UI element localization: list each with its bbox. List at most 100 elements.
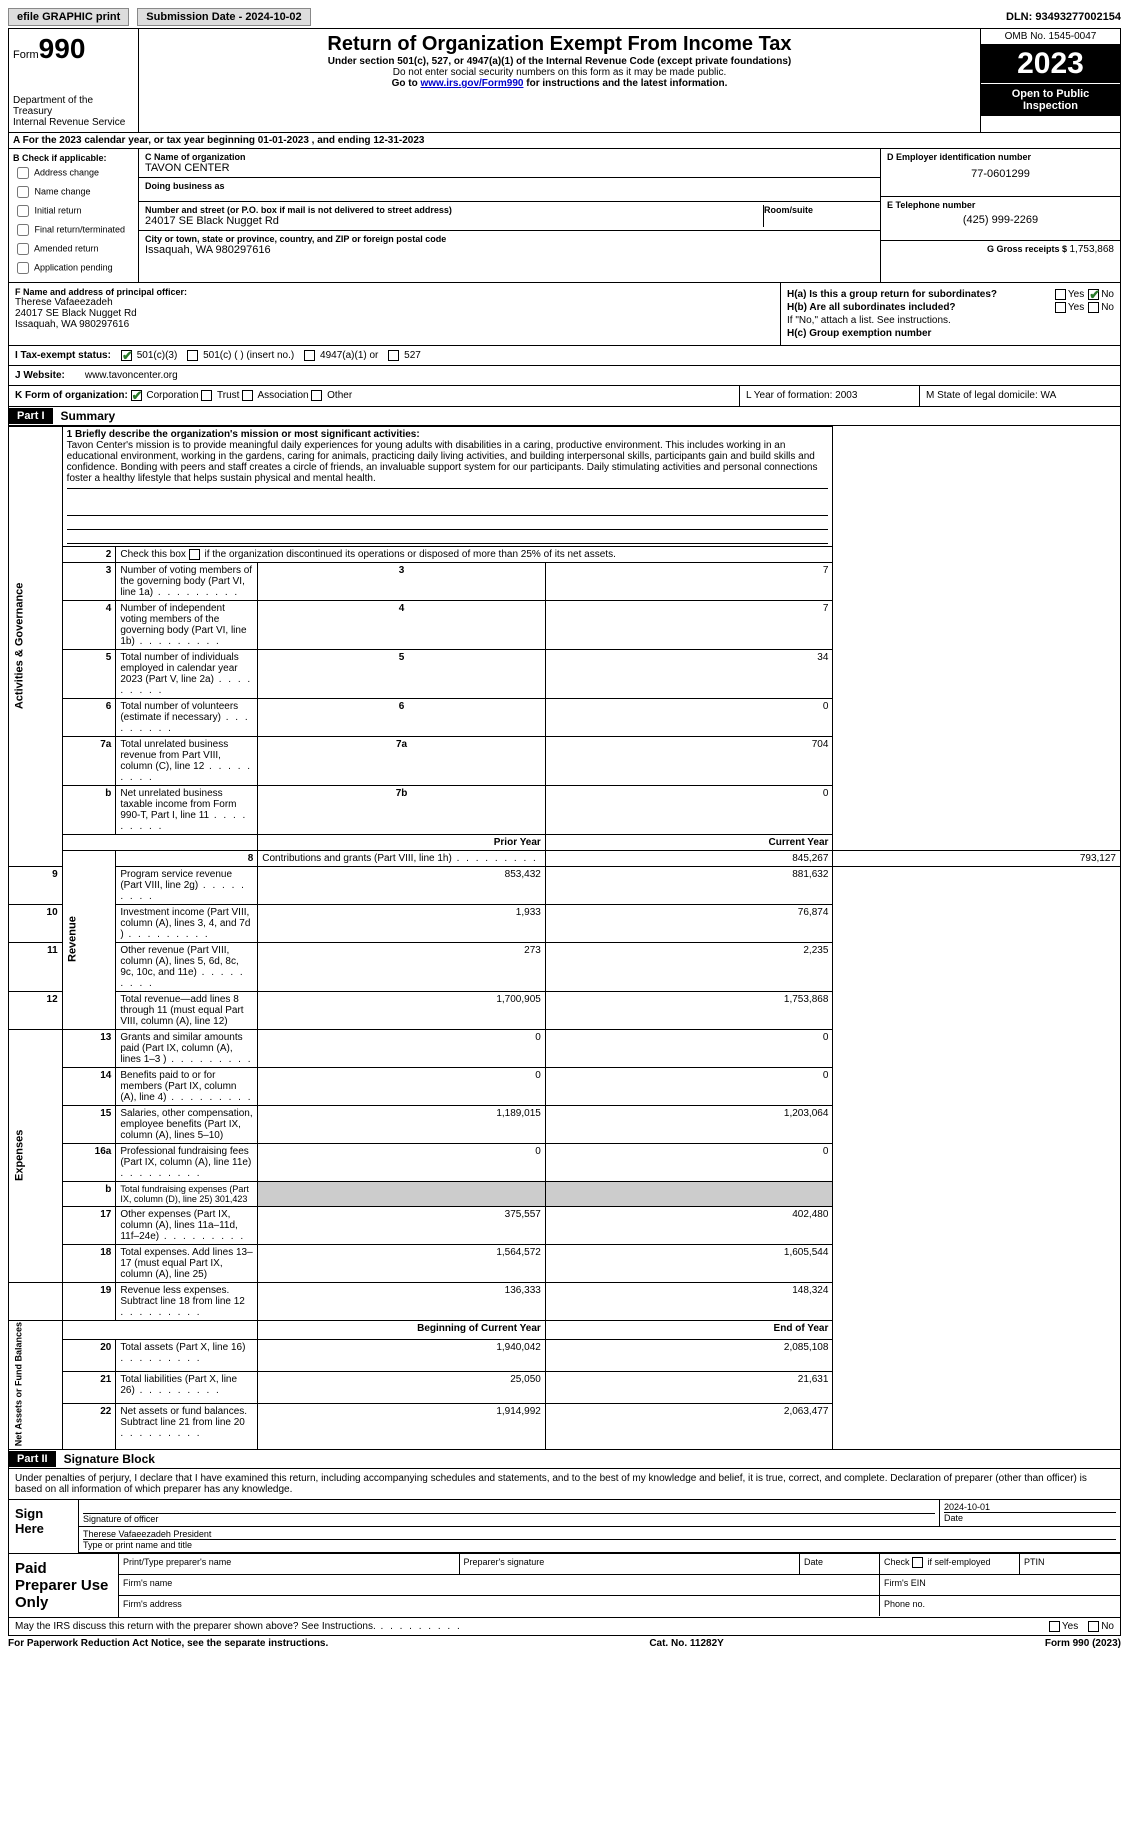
- line11-prior: 273: [258, 942, 546, 991]
- cb-name-change[interactable]: Name change: [13, 183, 134, 201]
- sig-officer-label: Signature of officer: [83, 1514, 158, 1524]
- paid-preparer-label: Paid Preparer Use Only: [9, 1554, 119, 1617]
- kform-row: K Form of organization: Corporation Trus…: [8, 386, 1121, 406]
- cb-address-change[interactable]: Address change: [13, 164, 134, 182]
- discuss-yes-cb[interactable]: [1049, 1621, 1060, 1632]
- begin-year-header: Beginning of Current Year: [258, 1320, 546, 1339]
- opt-501c: 501(c) ( ) (insert no.): [203, 350, 294, 361]
- footer-mid: Cat. No. 11282Y: [649, 1638, 723, 1649]
- line16b-current: [545, 1181, 833, 1206]
- org-name: TAVON CENTER: [145, 162, 874, 174]
- officer-name: Therese Vafaeezadeh: [15, 297, 774, 308]
- line19-prior: 136,333: [258, 1282, 546, 1320]
- kform-label: K Form of organization:: [15, 391, 128, 402]
- blank-line: [67, 516, 829, 530]
- hb-no-checkbox[interactable]: [1088, 302, 1099, 313]
- line15-desc: Salaries, other compensation, employee b…: [116, 1105, 258, 1143]
- cb-label: Application pending: [34, 262, 113, 272]
- line7a-desc: Total unrelated business revenue from Pa…: [116, 736, 258, 785]
- line5-desc: Total number of individuals employed in …: [116, 649, 258, 698]
- ha-no-checkbox[interactable]: [1088, 289, 1099, 300]
- no-label: No: [1101, 289, 1114, 300]
- line19-desc: Revenue less expenses. Subtract line 18 …: [116, 1282, 258, 1320]
- tax-status-row: I Tax-exempt status: 501(c)(3) 501(c) ( …: [8, 346, 1121, 366]
- part2-header: Part II: [9, 1451, 56, 1467]
- ha-yes-checkbox[interactable]: [1055, 289, 1066, 300]
- firm-phone-label: Phone no.: [880, 1596, 1120, 1616]
- gross-value: 1,753,868: [1070, 244, 1115, 255]
- goto-link[interactable]: www.irs.gov/Form990: [420, 78, 523, 89]
- submission-date-button[interactable]: Submission Date - 2024-10-02: [137, 8, 310, 26]
- line12-current: 1,753,868: [545, 991, 833, 1029]
- line6-val: 0: [545, 698, 833, 736]
- officer-addr1: 24017 SE Black Nugget Rd: [15, 308, 774, 319]
- ein-label: D Employer identification number: [887, 152, 1114, 162]
- column-d: D Employer identification number 77-0601…: [880, 149, 1120, 282]
- self-employed-label: Check if self-employed: [880, 1554, 1020, 1574]
- line9-current: 881,632: [545, 866, 833, 904]
- form-990: 990: [39, 33, 86, 64]
- column-c: C Name of organization TAVON CENTER Doin…: [139, 149, 880, 282]
- summary-table: Activities & Governance 1 Briefly descri…: [8, 426, 1121, 1450]
- gross-label: G Gross receipts $: [987, 244, 1070, 254]
- opt-other: Other: [327, 391, 352, 402]
- opt-assoc: Association: [257, 391, 308, 402]
- hc-label: H(c) Group exemption number: [787, 328, 931, 339]
- line14-prior: 0: [258, 1067, 546, 1105]
- cb-initial-return[interactable]: Initial return: [13, 202, 134, 220]
- opt-501c3: 501(c)(3): [137, 350, 178, 361]
- website-label: J Website:: [15, 370, 65, 381]
- cb-527[interactable]: [388, 350, 399, 361]
- firm-ein-label: Firm's EIN: [880, 1575, 1120, 1595]
- dln-label: DLN: 93493277002154: [1006, 11, 1121, 23]
- cb-self-employed[interactable]: [912, 1557, 923, 1568]
- cb-other[interactable]: [311, 390, 322, 401]
- room-label: Room/suite: [764, 205, 874, 215]
- ha-label: H(a) Is this a group return for subordin…: [787, 289, 997, 300]
- yes-label: Yes: [1068, 289, 1084, 300]
- part2-bar: Part II Signature Block: [8, 1450, 1121, 1469]
- discuss-no-cb[interactable]: [1088, 1621, 1099, 1632]
- cb-discontinued[interactable]: [189, 549, 200, 560]
- street-address: 24017 SE Black Nugget Rd: [145, 215, 763, 227]
- footer-row: For Paperwork Reduction Act Notice, see …: [8, 1636, 1121, 1651]
- opt-4947: 4947(a)(1) or: [320, 350, 378, 361]
- line18-desc: Total expenses. Add lines 13–17 (must eq…: [116, 1244, 258, 1282]
- cb-4947[interactable]: [304, 350, 315, 361]
- line9-prior: 853,432: [258, 866, 546, 904]
- officer-name-title: Therese Vafaeezadeh President: [83, 1529, 1116, 1540]
- sidelabel-netassets: Net Assets or Fund Balances: [9, 1320, 63, 1449]
- line8-desc: Contributions and grants (Part VIII, lin…: [258, 850, 546, 866]
- line16a-desc: Professional fundraising fees (Part IX, …: [116, 1143, 258, 1181]
- mission-text: Tavon Center's mission is to provide mea…: [67, 440, 829, 484]
- cb-corp[interactable]: [131, 390, 142, 401]
- mission-label: 1 Briefly describe the organization's mi…: [67, 429, 829, 440]
- cb-assoc[interactable]: [242, 390, 253, 401]
- line2-desc: Check this box if the organization disco…: [120, 549, 616, 560]
- end-year-header: End of Year: [545, 1320, 833, 1339]
- firm-name-label: Firm's name: [119, 1575, 880, 1595]
- org-name-label: C Name of organization: [145, 152, 874, 162]
- cb-501c3[interactable]: [121, 350, 132, 361]
- cb-501c[interactable]: [187, 350, 198, 361]
- ssn-note: Do not enter social security numbers on …: [143, 67, 976, 78]
- year-formation: L Year of formation: 2003: [740, 386, 920, 405]
- line16b-desc: Total fundraising expenses (Part IX, col…: [116, 1181, 258, 1206]
- dept-label: Department of the Treasury Internal Reve…: [13, 95, 134, 128]
- column-b: B Check if applicable: Address change Na…: [9, 149, 139, 282]
- line13-desc: Grants and similar amounts paid (Part IX…: [116, 1029, 258, 1067]
- sign-here-label: Sign Here: [9, 1500, 79, 1553]
- top-bar: efile GRAPHIC print Submission Date - 20…: [8, 8, 1121, 26]
- cb-application[interactable]: Application pending: [13, 259, 134, 277]
- efile-button[interactable]: efile GRAPHIC print: [8, 8, 129, 26]
- officer-row: F Name and address of principal officer:…: [8, 283, 1121, 346]
- current-year-header: Current Year: [545, 834, 833, 850]
- cb-final-return[interactable]: Final return/terminated: [13, 221, 134, 239]
- cb-amended[interactable]: Amended return: [13, 240, 134, 258]
- hb-yes-checkbox[interactable]: [1055, 302, 1066, 313]
- form-title: Return of Organization Exempt From Incom…: [143, 33, 976, 56]
- line14-current: 0: [545, 1067, 833, 1105]
- line15-prior: 1,189,015: [258, 1105, 546, 1143]
- cb-trust[interactable]: [201, 390, 212, 401]
- line13-current: 0: [545, 1029, 833, 1067]
